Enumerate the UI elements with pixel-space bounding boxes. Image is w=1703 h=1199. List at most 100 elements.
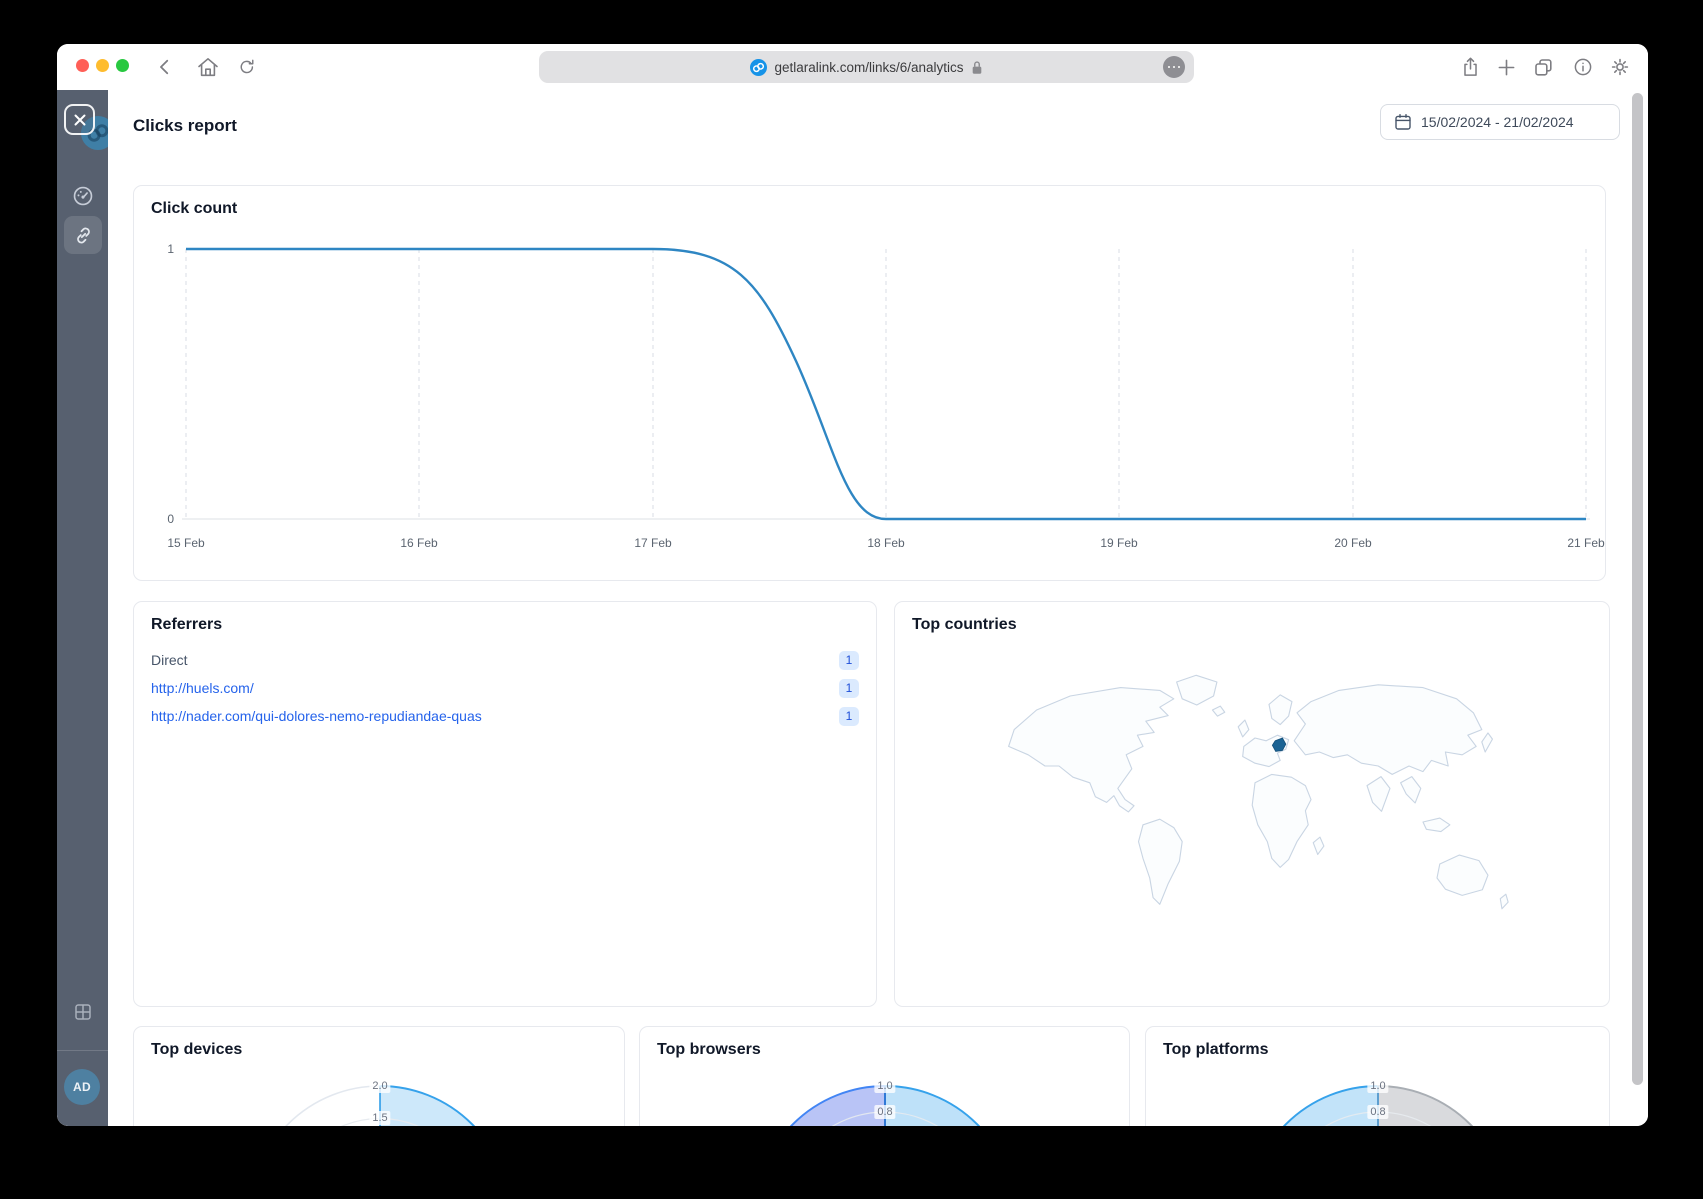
y-tick-1: 1 [167, 242, 174, 256]
chevron-left-icon [160, 59, 169, 75]
home-icon [198, 58, 218, 77]
app-sidebar: AD [57, 90, 115, 1126]
map-africa [1251, 773, 1312, 868]
back-button[interactable] [153, 55, 177, 79]
address-bar[interactable]: getlaralink.com/links/6/analytics [539, 51, 1194, 83]
lock-icon [972, 60, 981, 74]
map-scandinavia [1268, 694, 1293, 726]
devices-segment-left [285, 1085, 381, 1126]
browser-toolbar: getlaralink.com/links/6/analytics [57, 44, 1648, 90]
info-button[interactable] [1570, 54, 1596, 80]
map-asia [1293, 684, 1483, 775]
gauge-icon [73, 186, 93, 206]
browsers-tick-0.8: 0.8 [874, 1105, 896, 1119]
top-platforms-title: Top platforms [1163, 1041, 1269, 1058]
platforms-tick-1.0: 1.0 [1367, 1079, 1389, 1093]
referrer-count-badge: 1 [839, 706, 859, 726]
calendar-icon [1395, 114, 1411, 130]
x-tick: 20 Feb [1334, 536, 1372, 550]
top-browsers-card: Top browsers 1.0 0.8 [639, 1026, 1130, 1126]
x-tick: 19 Feb [1100, 536, 1138, 550]
site-favicon-link-icon [750, 58, 768, 76]
new-tab-button[interactable] [1493, 54, 1519, 80]
platforms-tick-0.8: 0.8 [1367, 1105, 1389, 1119]
top-platforms-card: Top platforms 1.0 0.8 [1145, 1026, 1610, 1126]
top-countries-card: Top countries [894, 601, 1610, 1007]
page-content: Clicks report 15/02/2024 - 21/02/2024 Cl… [108, 90, 1648, 1126]
x-tick: 18 Feb [867, 536, 905, 550]
world-map [975, 648, 1535, 968]
share-button[interactable] [1457, 54, 1483, 80]
top-browsers-title: Top browsers [657, 1041, 761, 1058]
home-button[interactable] [196, 55, 220, 79]
ellipsis-icon [1167, 65, 1171, 69]
close-icon [74, 114, 85, 125]
browsers-segment-right [884, 1084, 981, 1126]
platforms-segment-right [1377, 1084, 1474, 1126]
click-count-card: Click count 1 0 15 Feb 16 Feb [133, 185, 1606, 581]
devices-tick-1.5: 1.5 [369, 1111, 391, 1125]
sidebar-item-links[interactable] [64, 216, 102, 254]
plus-icon [1498, 59, 1514, 75]
x-tick: 16 Feb [400, 536, 438, 550]
sidebar-divider [57, 1050, 108, 1051]
devices-segment-right [379, 1084, 476, 1126]
referrers-title: Referrers [151, 616, 223, 633]
platforms-segment-left [1282, 1084, 1379, 1126]
reload-icon [240, 59, 254, 74]
info-icon [1574, 58, 1592, 76]
map-iceland [1211, 705, 1226, 717]
sidebar-item-apps[interactable] [64, 993, 102, 1031]
map-south-america [1137, 818, 1183, 905]
map-greenland [1176, 674, 1218, 706]
browser-window: getlaralink.com/links/6/analytics [57, 44, 1648, 1126]
grid-icon [75, 1004, 91, 1020]
devices-tick-2.0: 2.0 [369, 1079, 391, 1093]
map-madagascar [1312, 836, 1325, 856]
page-options-button[interactable] [1163, 56, 1185, 78]
x-tick: 17 Feb [634, 536, 672, 550]
map-india [1366, 776, 1391, 812]
map-north-america [1008, 687, 1175, 813]
tab-overview-button[interactable] [1530, 54, 1556, 80]
gear-icon [1611, 58, 1629, 76]
top-devices-polar-chart [285, 1084, 476, 1126]
top-devices-card: Top devices 2.0 1.5 [133, 1026, 625, 1126]
referrer-row: Direct 1 [151, 646, 859, 674]
vertical-scrollbar[interactable] [1632, 93, 1643, 1085]
y-tick-0: 0 [167, 512, 174, 526]
x-tick: 21 Feb [1567, 536, 1605, 550]
zoom-window-button[interactable] [116, 59, 129, 72]
referrer-row: http://nader.com/qui-dolores-nemo-repudi… [151, 702, 859, 730]
settings-button[interactable] [1607, 54, 1633, 80]
sidebar-close-button[interactable] [64, 104, 95, 135]
referrer-row: http://huels.com/ 1 [151, 674, 859, 702]
x-tick: 15 Feb [167, 536, 205, 550]
map-australia [1436, 854, 1489, 896]
sidebar-item-dashboard[interactable] [64, 177, 102, 215]
click-count-series-line [186, 247, 1586, 521]
referrer-count-badge: 1 [839, 650, 859, 670]
url-text: getlaralink.com/links/6/analytics [774, 59, 964, 75]
map-new-zealand [1499, 893, 1509, 910]
reload-button[interactable] [235, 55, 259, 79]
referrers-card: Referrers Direct 1 http://huels.com/ 1 h… [133, 601, 877, 1007]
map-highlight-germany [1271, 737, 1287, 752]
avatar-initials: AD [73, 1080, 91, 1094]
minimize-window-button[interactable] [96, 59, 109, 72]
map-japan [1481, 732, 1493, 753]
close-window-button[interactable] [76, 59, 89, 72]
click-count-line-chart: 1 0 15 Feb 16 Feb 17 Feb 18 Feb 19 Feb 2… [167, 242, 1605, 550]
browsers-tick-1.0: 1.0 [874, 1079, 896, 1093]
top-browsers-polar-chart [789, 1084, 981, 1126]
map-uk [1237, 719, 1250, 738]
date-range-value: 15/02/2024 - 21/02/2024 [1421, 114, 1574, 130]
referrer-label: Direct [151, 652, 188, 668]
referrer-link[interactable]: http://nader.com/qui-dolores-nemo-repudi… [151, 708, 482, 724]
referrer-count-badge: 1 [839, 678, 859, 698]
map-indonesia [1422, 817, 1451, 833]
page-title: Clicks report [133, 116, 237, 135]
user-avatar[interactable]: AD [64, 1069, 100, 1105]
referrer-link[interactable]: http://huels.com/ [151, 680, 254, 696]
date-range-picker[interactable]: 15/02/2024 - 21/02/2024 [1380, 104, 1620, 140]
